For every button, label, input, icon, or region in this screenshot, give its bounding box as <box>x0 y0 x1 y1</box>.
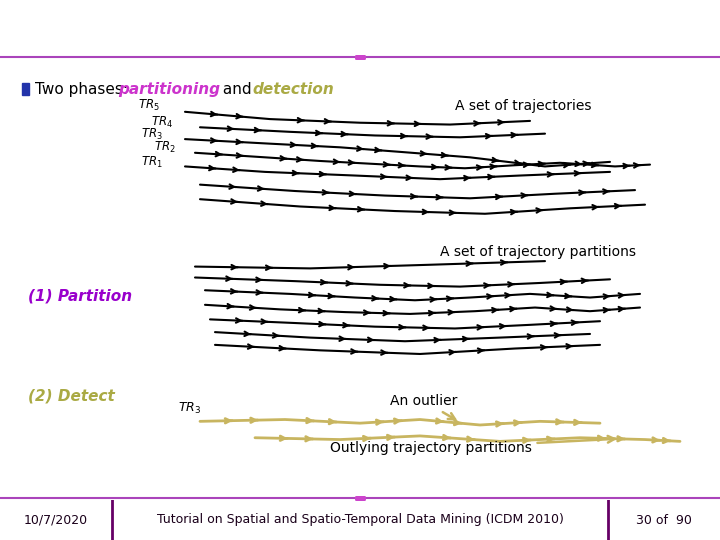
Bar <box>22 83 29 96</box>
Text: and: and <box>218 82 256 97</box>
Text: detection: detection <box>252 82 334 97</box>
Text: $TR_3$: $TR_3$ <box>141 127 163 143</box>
Text: $TR_1$: $TR_1$ <box>141 154 163 170</box>
Text: 30 of  90: 30 of 90 <box>636 514 692 526</box>
Text: (2) Detect: (2) Detect <box>28 388 114 403</box>
Text: Outlying trajectory partitions: Outlying trajectory partitions <box>330 436 614 455</box>
Text: partitioning: partitioning <box>118 82 220 97</box>
Text: (1) Partition: (1) Partition <box>28 288 132 303</box>
Text: $TR_5$: $TR_5$ <box>138 98 160 113</box>
Text: 10/7/2020: 10/7/2020 <box>24 514 88 526</box>
Text: A set of trajectories: A set of trajectories <box>455 99 592 113</box>
Text: An outlier: An outlier <box>390 394 457 420</box>
Text: Tutorial on Spatial and Spatio-Temporal Data Mining (ICDM 2010): Tutorial on Spatial and Spatio-Temporal … <box>156 514 564 526</box>
Text: A set of trajectory partitions: A set of trajectory partitions <box>440 245 636 259</box>
Text: Two phases:: Two phases: <box>35 82 133 97</box>
Text: Tra.OD - Trajectory Outlier Detection (Lee 2008): Tra.OD - Trajectory Outlier Detection (L… <box>18 17 582 37</box>
Text: $TR_3$: $TR_3$ <box>178 401 201 416</box>
Text: $TR_2$: $TR_2$ <box>154 140 176 155</box>
Text: $TR_4$: $TR_4$ <box>151 114 173 130</box>
